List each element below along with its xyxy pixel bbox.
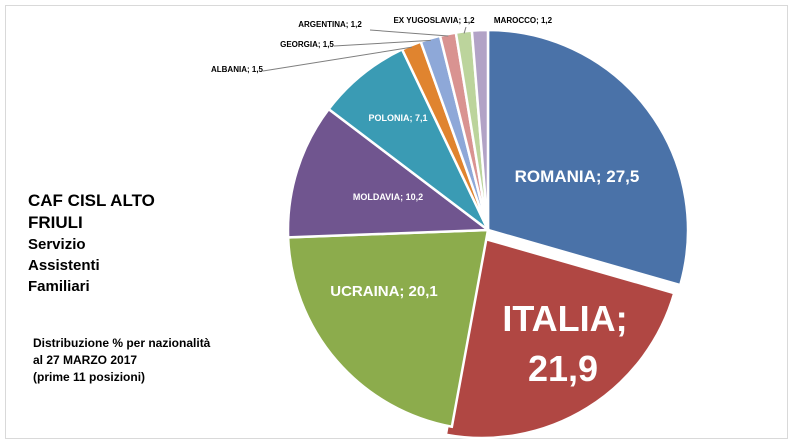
slice-romania xyxy=(486,28,690,287)
data-label-georgia: GEORGIA; 1,5 xyxy=(280,40,334,49)
title-line-4: Assistenti xyxy=(28,257,100,274)
leader-line-albania xyxy=(262,46,413,72)
title-line-2: FRIULI xyxy=(28,213,83,232)
data-label-albania: ALBANIA; 1,5 xyxy=(211,65,264,74)
slice-moldavia xyxy=(286,107,492,239)
slice-marocco xyxy=(470,28,490,231)
data-label-moldavia: MOLDAVIA; 10,2 xyxy=(353,192,423,202)
chart-title: CAF CISL ALTO FRIULI Servizio Assistenti… xyxy=(28,190,155,297)
data-label-ucraina: UCRAINA; 20,1 xyxy=(330,283,438,300)
slice-italia xyxy=(444,236,676,440)
slice-polonia xyxy=(326,47,490,231)
subtitle-line-2: al 27 MARZO 2017 xyxy=(33,353,138,367)
subtitle-line-3: (prime 11 posizioni) xyxy=(33,370,146,384)
data-label-marocco: MAROCCO; 1,2 xyxy=(494,16,553,25)
data-label-romania: ROMANIA; 27,5 xyxy=(515,167,640,186)
slice-ucraina xyxy=(286,228,490,429)
chart-subtitle: Distribuzione % per nazionalità al 27 MA… xyxy=(33,335,210,386)
data-label-argentina: ARGENTINA; 1,2 xyxy=(298,20,362,29)
title-line-1: CAF CISL ALTO xyxy=(28,191,155,210)
leader-line-argentina xyxy=(369,29,449,37)
data-label-italia-value: 21,9 xyxy=(528,348,598,389)
leader-line-georgia xyxy=(333,39,431,47)
leader-line-ex-yugoslavia xyxy=(463,26,467,34)
subtitle-line-1: Distribuzione % per nazionalità xyxy=(33,336,211,350)
title-line-3: Servizio xyxy=(28,236,86,253)
data-label-ex-yugoslavia: EX YUGOSLAVIA; 1,2 xyxy=(393,16,475,25)
title-line-5: Familiari xyxy=(28,278,90,295)
data-label-italia-name: ITALIA; xyxy=(502,298,627,339)
data-label-polonia: POLONIA; 7,1 xyxy=(368,113,427,123)
